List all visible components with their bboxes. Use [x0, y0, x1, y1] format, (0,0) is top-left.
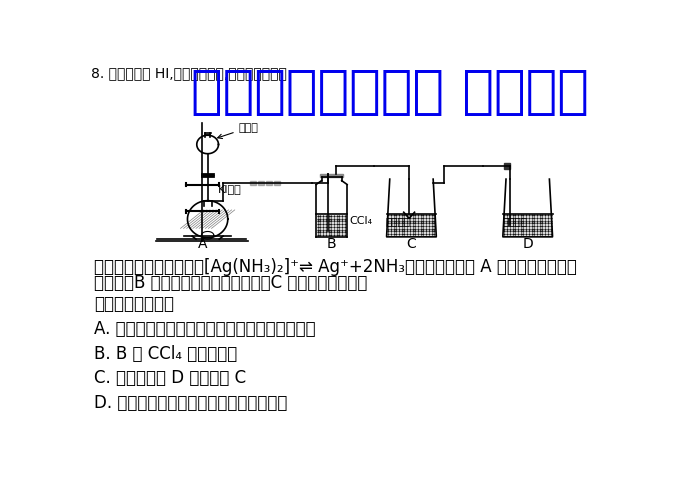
Polygon shape — [274, 181, 280, 184]
Text: 银氨溶液: 银氨溶液 — [386, 217, 411, 227]
Text: C. 可以用装置 D 替代装置 C: C. 可以用装置 D 替代装置 C — [94, 370, 246, 387]
Polygon shape — [505, 163, 510, 169]
Text: B. B 中 CCl₄ 可用水替换: B. B 中 CCl₄ 可用水替换 — [94, 345, 237, 363]
Polygon shape — [258, 181, 264, 184]
Text: 色气体，B 中液体由无色变为紫红色，C 中产生黄色沉淠。: 色气体，B 中液体由无色变为紫红色，C 中产生黄色沉淠。 — [94, 274, 367, 292]
Text: B: B — [327, 237, 337, 250]
Polygon shape — [266, 181, 272, 184]
Text: 微信公众号关注： 趣找答案: 微信公众号关注： 趣找答案 — [191, 66, 589, 118]
Text: D: D — [522, 237, 533, 250]
Polygon shape — [251, 181, 256, 184]
Text: C: C — [407, 237, 416, 250]
Text: 8. 某小组制备 HI,并探究其性质,设计如下实验：: 8. 某小组制备 HI,并探究其性质,设计如下实验： — [92, 66, 287, 80]
Text: 已知：银氨溶液中存在：[Ag(NH₃)₂]⁺⇌ Ag⁺+2NH₃。实验中观察到 A 中圆底烧瓶内有紫: 已知：银氨溶液中存在：[Ag(NH₃)₂]⁺⇌ Ag⁺+2NH₃。实验中观察到 … — [94, 258, 577, 276]
Text: CCl₄: CCl₄ — [349, 217, 372, 227]
Text: A: A — [197, 237, 207, 250]
Text: KI固体: KI固体 — [218, 184, 241, 195]
Text: 浓硫酸: 浓硫酸 — [218, 123, 258, 138]
Text: 下列叙述正确的是: 下列叙述正确的是 — [94, 295, 174, 313]
Text: D. 该实验中浓硫酸只表现高沸点性和酸性: D. 该实验中浓硫酸只表现高沸点性和酸性 — [94, 394, 287, 412]
Polygon shape — [320, 174, 343, 177]
Text: 银氨溶液: 银氨溶液 — [502, 217, 527, 227]
Text: A. 加浓硫酸时，分液漏斗活塞上的凹槽对准小孔: A. 加浓硫酸时，分液漏斗活塞上的凹槽对准小孔 — [94, 320, 315, 338]
